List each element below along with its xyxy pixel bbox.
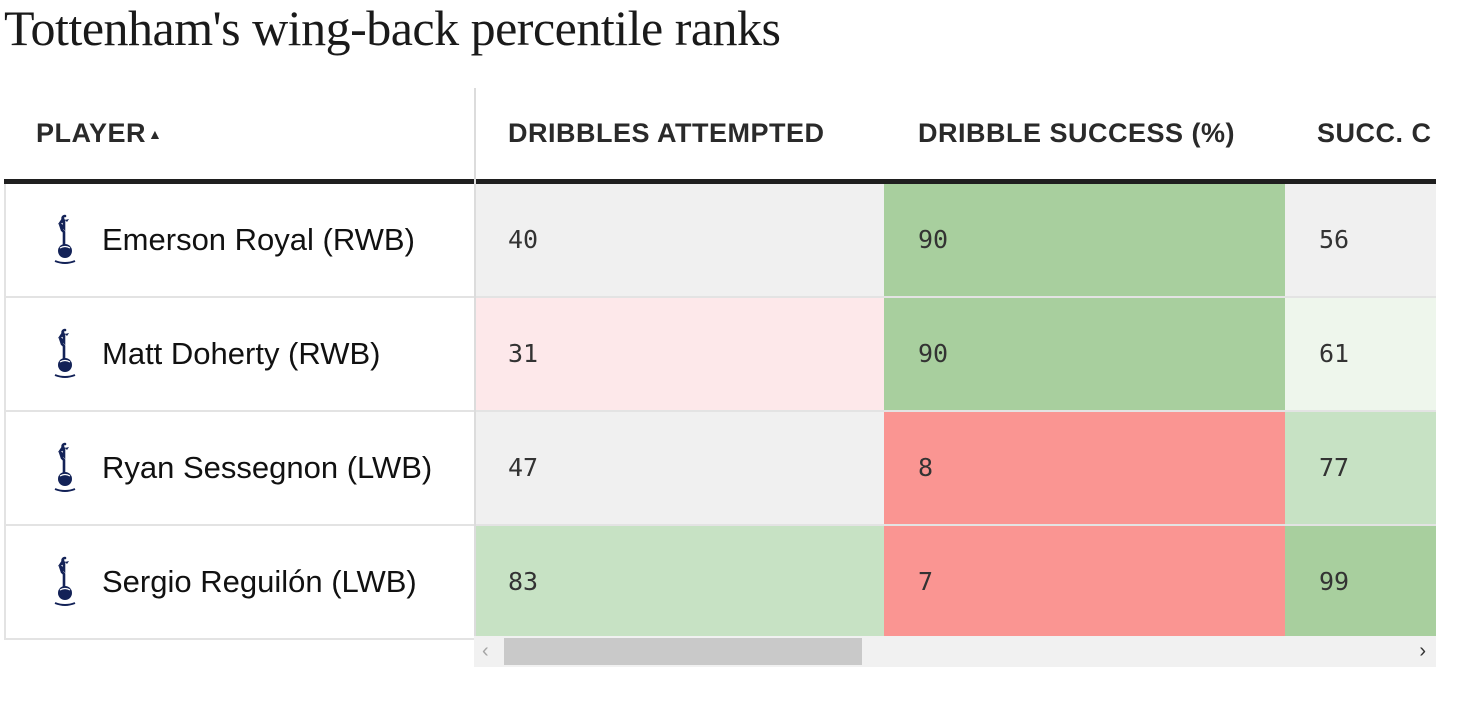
horizontal-scrollbar[interactable]: ‹ › xyxy=(474,636,1436,667)
player-name: Emerson Royal (RWB) xyxy=(102,222,415,257)
percentile-cell: 61 xyxy=(1285,298,1436,410)
tottenham-crest-icon xyxy=(50,556,80,608)
row-divider xyxy=(4,524,1436,526)
percentile-cell: 83 xyxy=(474,526,884,638)
percentile-cell: 99 xyxy=(1285,526,1436,638)
player-name: Matt Doherty (RWB) xyxy=(102,336,381,371)
percentile-cell: 8 xyxy=(884,412,1285,524)
table-header: PLAYER ▲ DRIBBLES ATTEMPTED DRIBBLE SUCCE… xyxy=(4,88,1436,184)
scroll-right-icon[interactable]: › xyxy=(1419,640,1426,662)
tottenham-crest-icon xyxy=(50,328,80,380)
percentile-cell: 77 xyxy=(1285,412,1436,524)
table-row: Matt Doherty (RWB) 31 90 61 xyxy=(4,298,1436,410)
percentile-cell: 40 xyxy=(474,184,884,296)
column-header-player-label: PLAYER xyxy=(36,118,147,148)
percentile-cell: 7 xyxy=(884,526,1285,638)
column-header-dribbles-attempted[interactable]: DRIBBLES ATTEMPTED xyxy=(508,118,825,148)
row-divider xyxy=(4,296,1436,298)
column-header-dribble-success[interactable]: DRIBBLE SUCCESS (%) xyxy=(918,118,1236,148)
row-divider xyxy=(4,410,1436,412)
player-cell: Sergio Reguilón (LWB) xyxy=(4,526,474,638)
percentile-cell: 56 xyxy=(1285,184,1436,296)
column-header-succ[interactable]: SUCC. C xyxy=(1317,118,1432,148)
table-row: Sergio Reguilón (LWB) 83 7 99 xyxy=(4,526,1436,638)
player-cell: Ryan Sessegnon (LWB) xyxy=(4,412,474,524)
player-cell: Emerson Royal (RWB) xyxy=(4,184,474,296)
percentile-cell: 31 xyxy=(474,298,884,410)
percentile-cell: 90 xyxy=(884,298,1285,410)
page-title: Tottenham's wing-back percentile ranks xyxy=(4,0,781,56)
player-name: Ryan Sessegnon (LWB) xyxy=(102,450,433,485)
scroll-left-icon[interactable]: ‹ xyxy=(482,640,489,662)
percentile-cell: 47 xyxy=(474,412,884,524)
player-cell: Matt Doherty (RWB) xyxy=(4,298,474,410)
table-row: Emerson Royal (RWB) 40 90 56 xyxy=(4,184,1436,296)
tottenham-crest-icon xyxy=(50,442,80,494)
scrollbar-thumb[interactable] xyxy=(504,638,862,665)
player-name: Sergio Reguilón (LWB) xyxy=(102,564,417,599)
tottenham-crest-icon xyxy=(50,214,80,266)
column-divider xyxy=(474,88,476,636)
column-header-player[interactable]: PLAYER ▲ xyxy=(36,88,456,179)
table-row: Ryan Sessegnon (LWB) 47 8 77 xyxy=(4,412,1436,524)
percentile-cell: 90 xyxy=(884,184,1285,296)
sort-ascending-icon: ▲ xyxy=(148,126,163,143)
